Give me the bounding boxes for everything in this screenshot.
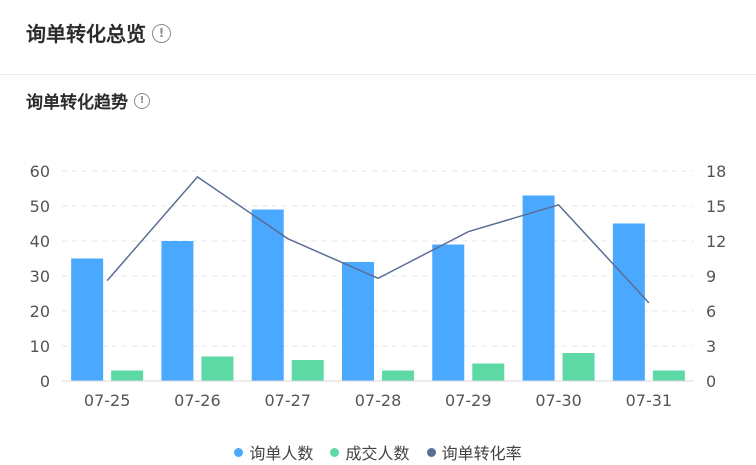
overview-header: 询单转化总览! bbox=[0, 0, 756, 75]
y-left-tick-label: 40 bbox=[30, 232, 50, 251]
overview-title: 询单转化总览 bbox=[26, 22, 146, 46]
overview-title-row: 询单转化总览! bbox=[26, 18, 171, 47]
y-left-tick-label: 0 bbox=[40, 372, 50, 391]
bar[interactable] bbox=[562, 353, 595, 381]
chart-legend: 询单人数 成交人数 询单转化率 bbox=[0, 440, 756, 464]
trend-chart: 0 0 10 3 20 6 30 9 40 12 50 15 60 18 07-25 07-26 07-27 07… bbox=[30, 162, 727, 410]
chart-grid bbox=[62, 170, 694, 347]
y-right-tick-label: 9 bbox=[706, 267, 716, 286]
bar[interactable] bbox=[71, 258, 104, 382]
legend-item-deals[interactable]: 成交人数 bbox=[330, 440, 410, 464]
y-left-tick-label: 30 bbox=[30, 267, 50, 286]
y-left-tick-label: 10 bbox=[30, 337, 50, 356]
trend-title-row: 询单转化趋势! bbox=[26, 88, 150, 113]
bar[interactable] bbox=[612, 223, 645, 382]
bar[interactable] bbox=[432, 244, 465, 382]
y-right-tick-label: 12 bbox=[706, 232, 726, 251]
legend-item-inquiries[interactable]: 询单人数 bbox=[234, 440, 313, 464]
bar[interactable] bbox=[342, 262, 374, 381]
x-tick-label: 07-29 bbox=[445, 391, 492, 410]
info-icon[interactable]: ! bbox=[152, 24, 171, 43]
x-tick-label: 07-26 bbox=[174, 391, 221, 410]
x-tick-label: 07-25 bbox=[84, 391, 131, 410]
bar[interactable] bbox=[161, 241, 194, 381]
y-right-tick-label: 18 bbox=[706, 162, 726, 181]
legend-dot-deals bbox=[330, 448, 340, 457]
y-right-tick-label: 0 bbox=[706, 372, 716, 391]
chart-line bbox=[106, 175, 650, 304]
bar[interactable] bbox=[472, 363, 505, 382]
legend-label-conversion: 询单转化率 bbox=[441, 444, 522, 463]
legend-dot-conversion bbox=[426, 448, 436, 457]
y-left-tick-label: 60 bbox=[30, 162, 50, 181]
bar[interactable] bbox=[201, 356, 234, 382]
y-right-tick-label: 15 bbox=[706, 197, 726, 216]
legend-dot-inquiries bbox=[234, 448, 244, 457]
x-tick-label: 07-28 bbox=[355, 391, 402, 410]
y-left-tick-label: 20 bbox=[30, 302, 50, 321]
trend-title: 询单转化趋势 bbox=[26, 93, 128, 113]
y-right-tick-label: 6 bbox=[706, 302, 716, 321]
legend-label-inquiries: 询单人数 bbox=[249, 444, 314, 463]
bar[interactable] bbox=[522, 195, 555, 382]
bar[interactable] bbox=[652, 370, 685, 382]
conversion-rate-line[interactable] bbox=[106, 175, 650, 304]
x-tick-label: 07-27 bbox=[264, 391, 311, 410]
x-tick-label: 07-30 bbox=[535, 391, 582, 410]
bar[interactable] bbox=[111, 370, 144, 382]
y-left-tick-label: 50 bbox=[30, 197, 50, 216]
bar[interactable] bbox=[251, 209, 284, 382]
chart-axes: 0 0 10 3 20 6 30 9 40 12 50 15 60 18 07-25 07-26 07-27 07… bbox=[30, 162, 727, 410]
bar[interactable] bbox=[291, 360, 324, 381]
info-icon[interactable]: ! bbox=[134, 93, 150, 109]
bar[interactable] bbox=[382, 370, 414, 382]
x-tick-label: 07-31 bbox=[626, 391, 673, 410]
y-right-tick-label: 3 bbox=[706, 337, 716, 356]
legend-label-deals: 成交人数 bbox=[345, 444, 410, 463]
chart-bars bbox=[71, 195, 685, 382]
legend-item-conversion[interactable]: 询单转化率 bbox=[426, 440, 522, 464]
